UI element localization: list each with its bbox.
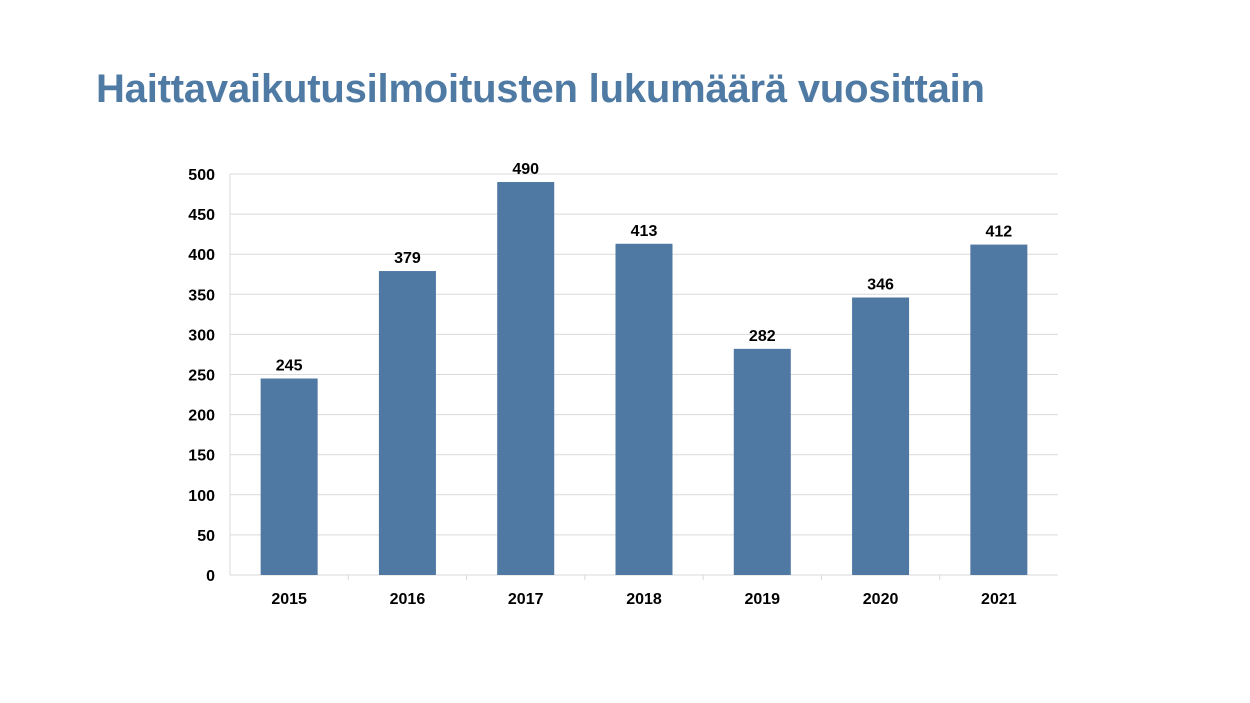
bar-2019 <box>733 348 791 575</box>
bar-2017 <box>497 182 555 575</box>
x-tick-label: 2020 <box>863 591 899 608</box>
bar-2021 <box>970 244 1028 576</box>
y-axis-tick-labels: 0 50 100 150 200 250 300 350 400 450 500 <box>188 167 215 585</box>
y-tick-label: 50 <box>197 528 215 545</box>
y-tick-label: 0 <box>206 568 215 585</box>
x-tick-label: 2017 <box>508 591 544 608</box>
y-tick-label: 450 <box>188 207 215 224</box>
slide-title: Haittavaikutusilmoitusten lukumäärä vuos… <box>96 67 985 111</box>
y-tick-label: 500 <box>188 167 215 184</box>
x-tick-label: 2016 <box>390 591 426 608</box>
x-tick-label: 2015 <box>271 591 307 608</box>
y-tick-label: 150 <box>188 448 215 465</box>
data-label: 412 <box>986 224 1013 241</box>
data-label: 346 <box>867 277 894 294</box>
bar-2016 <box>378 271 436 575</box>
y-tick-label: 400 <box>188 247 215 264</box>
y-tick-label: 100 <box>188 488 215 505</box>
data-label: 413 <box>631 223 658 240</box>
y-tick-label: 200 <box>188 408 215 425</box>
y-tick-label: 250 <box>188 368 215 385</box>
x-tick-label: 2021 <box>981 591 1017 608</box>
data-label: 490 <box>512 161 539 178</box>
bar-2015 <box>260 378 318 575</box>
y-tick-label: 350 <box>188 287 215 304</box>
data-label: 379 <box>394 250 421 267</box>
data-label: 282 <box>749 328 776 345</box>
bars <box>260 182 1028 576</box>
x-axis-tick-labels: 2015 2016 2017 2018 2019 2020 2021 <box>271 591 1016 608</box>
x-tick-label: 2019 <box>744 591 780 608</box>
data-labels: 245 379 490 413 282 346 412 <box>276 161 1013 374</box>
bar-2020 <box>852 297 910 575</box>
x-tick-label: 2018 <box>626 591 662 608</box>
y-tick-label: 300 <box>188 327 215 344</box>
data-label: 245 <box>276 358 303 375</box>
bar-2018 <box>615 243 673 576</box>
